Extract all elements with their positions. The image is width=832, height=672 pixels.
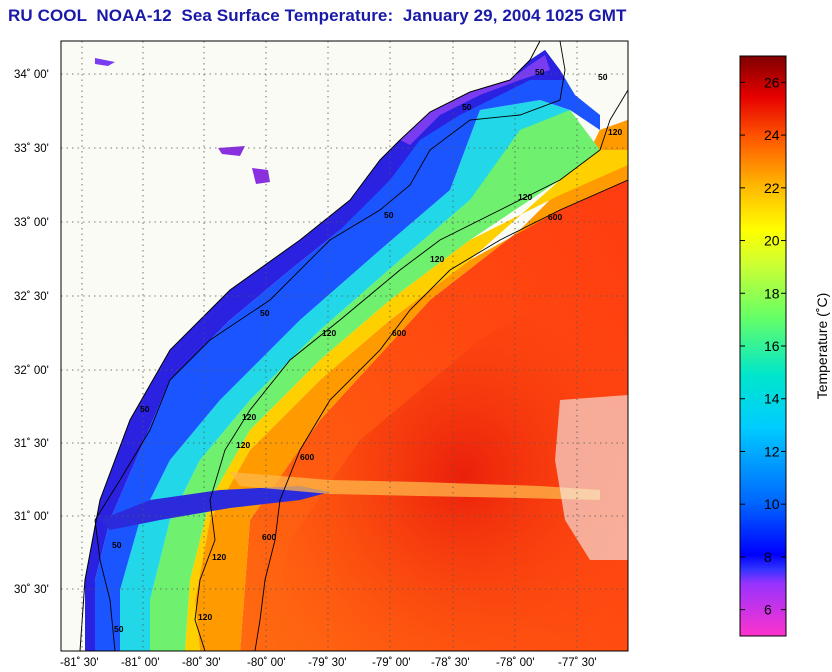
coastal-deep-blue xyxy=(85,50,565,651)
contour-label: 50 xyxy=(598,72,608,82)
colorbar: 26 24 22 20 18 16 14 12 10 8 6 Temperature (˚C) xyxy=(739,55,830,637)
warm-core xyxy=(260,260,628,651)
lat-label: 33˚ 00' xyxy=(14,217,49,229)
inland-lake xyxy=(218,146,245,156)
coastline xyxy=(79,41,541,651)
contour-label: 600 xyxy=(548,212,562,222)
lon-label: -80˚ 00' xyxy=(247,657,286,669)
coastline-land xyxy=(61,41,540,651)
graticule xyxy=(61,41,628,651)
lat-label: 32˚ 00' xyxy=(14,365,49,377)
contour-label: 120 xyxy=(236,440,250,450)
lon-label: -80˚ 30' xyxy=(182,657,221,669)
contour-label: 50 xyxy=(140,404,150,414)
cloud-cover xyxy=(555,395,628,560)
lat-label: 30˚ 30' xyxy=(14,584,49,596)
contour-label: 50 xyxy=(535,67,545,77)
lon-label: -77˚ 30' xyxy=(558,657,597,669)
lon-label: -79˚ 00' xyxy=(372,657,411,669)
contour-label: 50 xyxy=(260,308,270,318)
contour-label: 600 xyxy=(262,532,276,542)
contour-600 xyxy=(254,179,628,651)
map-frame xyxy=(60,40,629,652)
cold-coastal-water xyxy=(400,55,550,145)
lat-label: 32˚ 30' xyxy=(14,291,49,303)
contour-label: 600 xyxy=(300,452,314,462)
colorbar-tick-label: 12 xyxy=(764,443,780,459)
lon-label: -78˚ 00' xyxy=(496,657,535,669)
map-title: RU COOL NOAA-12 Sea Surface Temperature:… xyxy=(8,6,627,25)
contour-120 xyxy=(194,89,628,651)
contour-label: 50 xyxy=(384,210,394,220)
contour-50 xyxy=(94,41,566,651)
contour-label: 120 xyxy=(322,328,336,338)
contour-label: 120 xyxy=(608,127,622,137)
contour-label: 120 xyxy=(198,612,212,622)
colorbar-tick-label: 24 xyxy=(764,127,780,143)
colorbar-tick-label: 10 xyxy=(764,496,780,512)
warm-filament xyxy=(230,472,600,500)
lon-label: -81˚ 30' xyxy=(60,657,99,669)
contour-label: 600 xyxy=(392,328,406,338)
colorbar-tick-label: 14 xyxy=(764,391,780,407)
contour-label: 120 xyxy=(430,254,444,264)
colorbar-tick-label: 6 xyxy=(764,602,772,618)
contour-label: 120 xyxy=(212,552,226,562)
contour-label: 50 xyxy=(114,624,124,634)
inland-lake xyxy=(252,168,270,184)
cold-filament xyxy=(100,486,330,530)
colorbar-tick-label: 16 xyxy=(764,338,780,354)
contour-label: 50 xyxy=(462,102,472,112)
colorbar-ticks: 26 24 22 20 18 16 14 12 10 8 6 xyxy=(740,74,786,618)
colorbar-tick-label: 20 xyxy=(764,233,780,249)
contour-label: 120 xyxy=(518,192,532,202)
latitude-labels: 34˚ 00' 33˚ 30' 33˚ 00' 32˚ 30' 32˚ 00' … xyxy=(14,69,49,596)
lon-label: -79˚ 30' xyxy=(308,657,347,669)
sst-map[interactable]: 50 50 50 50 50 50 50 50 120 120 120 120 … xyxy=(61,41,628,651)
lon-label: -81˚ 00' xyxy=(121,657,160,669)
colorbar-tick-label: 22 xyxy=(764,180,780,196)
colorbar-tick-label: 18 xyxy=(764,285,780,301)
lat-label: 31˚ 00' xyxy=(14,511,49,523)
lat-label: 31˚ 30' xyxy=(14,438,49,450)
lon-label: -78˚ 30' xyxy=(431,657,470,669)
lat-label: 33˚ 30' xyxy=(14,143,49,155)
lat-label: 34˚ 00' xyxy=(14,69,49,81)
longitude-labels: -81˚ 30' -81˚ 00' -80˚ 30' -80˚ 00' -79˚… xyxy=(60,657,597,669)
contour-label: 120 xyxy=(242,412,256,422)
colorbar-tick-label: 8 xyxy=(764,549,772,565)
inland-lake xyxy=(95,58,115,66)
colorbar-label: Temperature (˚C) xyxy=(814,293,830,400)
colorbar-tick-label: 26 xyxy=(764,74,780,90)
contour-label: 50 xyxy=(112,540,122,550)
inner-shelf-green xyxy=(150,110,600,651)
